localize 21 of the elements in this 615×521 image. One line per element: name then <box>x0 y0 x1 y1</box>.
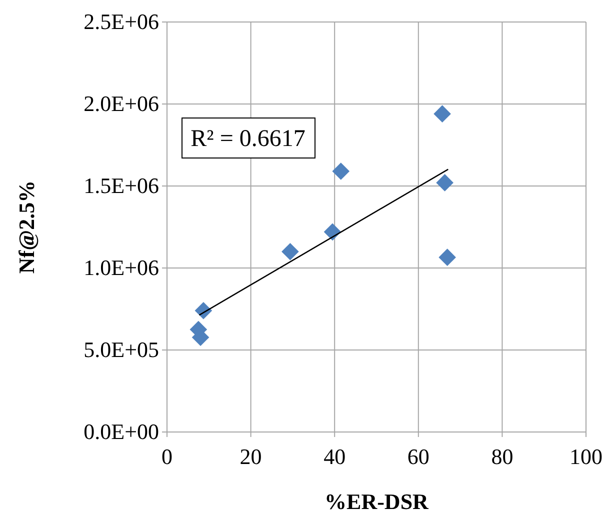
y-axis-title: Nf@2.5% <box>14 180 39 274</box>
point <box>282 242 299 260</box>
x-tick-label: 0 <box>162 444 172 469</box>
y-tick-label: 1.0E+06 <box>84 255 159 280</box>
x-tick-label: 100 <box>570 444 602 469</box>
point <box>434 105 451 122</box>
point <box>436 174 454 192</box>
y-tick-label: 2.0E+06 <box>84 91 159 116</box>
x-tick-label: 20 <box>240 444 262 469</box>
annotation: R² = 0.6617 <box>190 126 306 152</box>
x-tick-label: 60 <box>407 444 430 469</box>
x-tick-label: 40 <box>324 444 346 469</box>
y-tick-label: 1.5E+06 <box>84 173 159 198</box>
point <box>332 162 350 180</box>
y-tick-label: 0.0E+00 <box>84 419 159 444</box>
y-tick-label: 5.0E+05 <box>84 337 159 362</box>
x-axis-title: %ER-DSR <box>324 489 430 514</box>
y-tick-label: 2.5E+06 <box>84 9 159 34</box>
point <box>438 248 456 266</box>
point <box>324 223 342 241</box>
x-tick-label: 80 <box>491 444 514 469</box>
